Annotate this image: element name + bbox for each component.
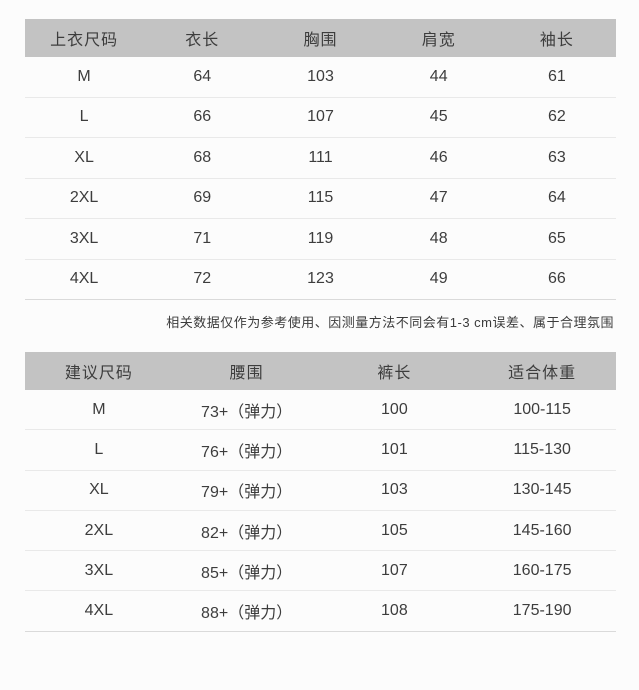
table-row: XL 79+（弹力） 103 130-145 [25, 471, 616, 511]
value-cell: 79+（弹力） [201, 484, 293, 502]
pants-table-header-row: 建议尺码 腰围 裤长 适合体重 [25, 352, 616, 390]
value-cell: 72 [193, 270, 212, 288]
value-cell: 62 [547, 108, 566, 126]
size-cell: L [94, 440, 104, 458]
value-cell: 119 [307, 229, 334, 247]
value-cell: 47 [429, 189, 448, 207]
value-cell: 175-190 [512, 602, 572, 620]
size-chart-container: 上衣尺码 衣长 胸围 肩宽 袖长 M 64 103 44 61 L 66 107… [25, 0, 616, 632]
value-cell: 123 [307, 270, 334, 288]
header-cell-sleeve: 袖长 [539, 32, 574, 49]
value-cell: 107 [307, 108, 334, 126]
size-cell: 4XL [69, 270, 99, 288]
value-cell: 101 [381, 440, 408, 458]
value-cell: 64 [547, 189, 566, 207]
header-cell-shoulder: 肩宽 [421, 32, 456, 49]
header-cell-garment-length: 衣长 [185, 32, 220, 49]
table-row: 4XL 72 123 49 66 [25, 260, 616, 300]
table-row: 2XL 82+（弹力） 105 145-160 [25, 511, 616, 552]
table-row: 3XL 71 119 48 65 [25, 219, 616, 260]
value-cell: 73+（弹力） [201, 403, 293, 421]
size-cell: 3XL [84, 561, 114, 579]
size-cell: L [79, 108, 89, 126]
value-cell: 82+（弹力） [201, 524, 293, 542]
value-cell: 49 [429, 270, 448, 288]
table-row: L 76+（弹力） 101 115-130 [25, 430, 616, 471]
table-row: M 73+（弹力） 100 100-115 [25, 390, 616, 431]
value-cell: 64 [193, 67, 212, 85]
size-cell: 3XL [69, 229, 99, 247]
value-cell: 100-115 [513, 400, 571, 418]
value-cell: 61 [547, 67, 566, 85]
size-cell: 2XL [69, 189, 99, 207]
value-cell: 103 [381, 481, 408, 499]
tops-table-header-row: 上衣尺码 衣长 胸围 肩宽 袖长 [25, 19, 616, 57]
value-cell: 48 [429, 229, 448, 247]
size-cell: 4XL [84, 602, 114, 620]
value-cell: 111 [308, 148, 333, 166]
value-cell: 115 [307, 189, 334, 207]
value-cell: 45 [429, 108, 448, 126]
tops-size-table: 上衣尺码 衣长 胸围 肩宽 袖长 M 64 103 44 61 L 66 107… [25, 19, 616, 300]
header-cell-pants-length: 裤长 [377, 365, 412, 382]
value-cell: 103 [307, 67, 334, 85]
value-cell: 130-145 [512, 481, 572, 499]
header-cell-suitable-weight: 适合体重 [508, 365, 577, 382]
size-cell: XL [74, 148, 94, 166]
size-cell: M [92, 400, 106, 418]
value-cell: 105 [381, 521, 408, 539]
value-cell: 108 [381, 602, 408, 620]
value-cell: 46 [429, 148, 448, 166]
value-cell: 160-175 [512, 561, 572, 579]
header-cell-chest: 胸围 [303, 32, 338, 49]
pants-size-table: 建议尺码 腰围 裤长 适合体重 M 73+（弹力） 100 100-115 L … [25, 352, 616, 632]
size-cell: XL [89, 481, 109, 499]
value-cell: 85+（弹力） [201, 564, 293, 582]
value-cell: 100 [381, 400, 408, 418]
value-cell: 76+（弹力） [201, 443, 293, 461]
value-cell: 115-130 [513, 440, 571, 458]
value-cell: 145-160 [512, 521, 572, 539]
table-row: 3XL 85+（弹力） 107 160-175 [25, 551, 616, 592]
table-row: 2XL 69 115 47 64 [25, 179, 616, 219]
table-row: 4XL 88+（弹力） 108 175-190 [25, 591, 616, 632]
header-cell-top-size: 上衣尺码 [50, 32, 119, 49]
value-cell: 66 [547, 270, 566, 288]
size-cell: 2XL [84, 521, 114, 539]
value-cell: 66 [193, 108, 212, 126]
value-cell: 44 [429, 67, 448, 85]
value-cell: 71 [193, 229, 212, 247]
header-cell-suggested-size: 建议尺码 [64, 365, 133, 382]
value-cell: 69 [193, 189, 212, 207]
table-row: M 64 103 44 61 [25, 57, 616, 98]
value-cell: 65 [547, 229, 566, 247]
value-cell: 88+（弹力） [201, 605, 293, 623]
table-row: L 66 107 45 62 [25, 98, 616, 138]
table-row: XL 68 111 46 63 [25, 138, 616, 179]
size-cell: M [77, 67, 91, 85]
value-cell: 68 [193, 148, 212, 166]
header-cell-waist: 腰围 [229, 365, 264, 382]
value-cell: 63 [547, 148, 566, 166]
measurement-disclaimer-note: 相关数据仅作为参考使用、因测量方法不同会有1-3 cm误差、属于合理氛围 [166, 315, 614, 330]
value-cell: 107 [381, 561, 408, 579]
